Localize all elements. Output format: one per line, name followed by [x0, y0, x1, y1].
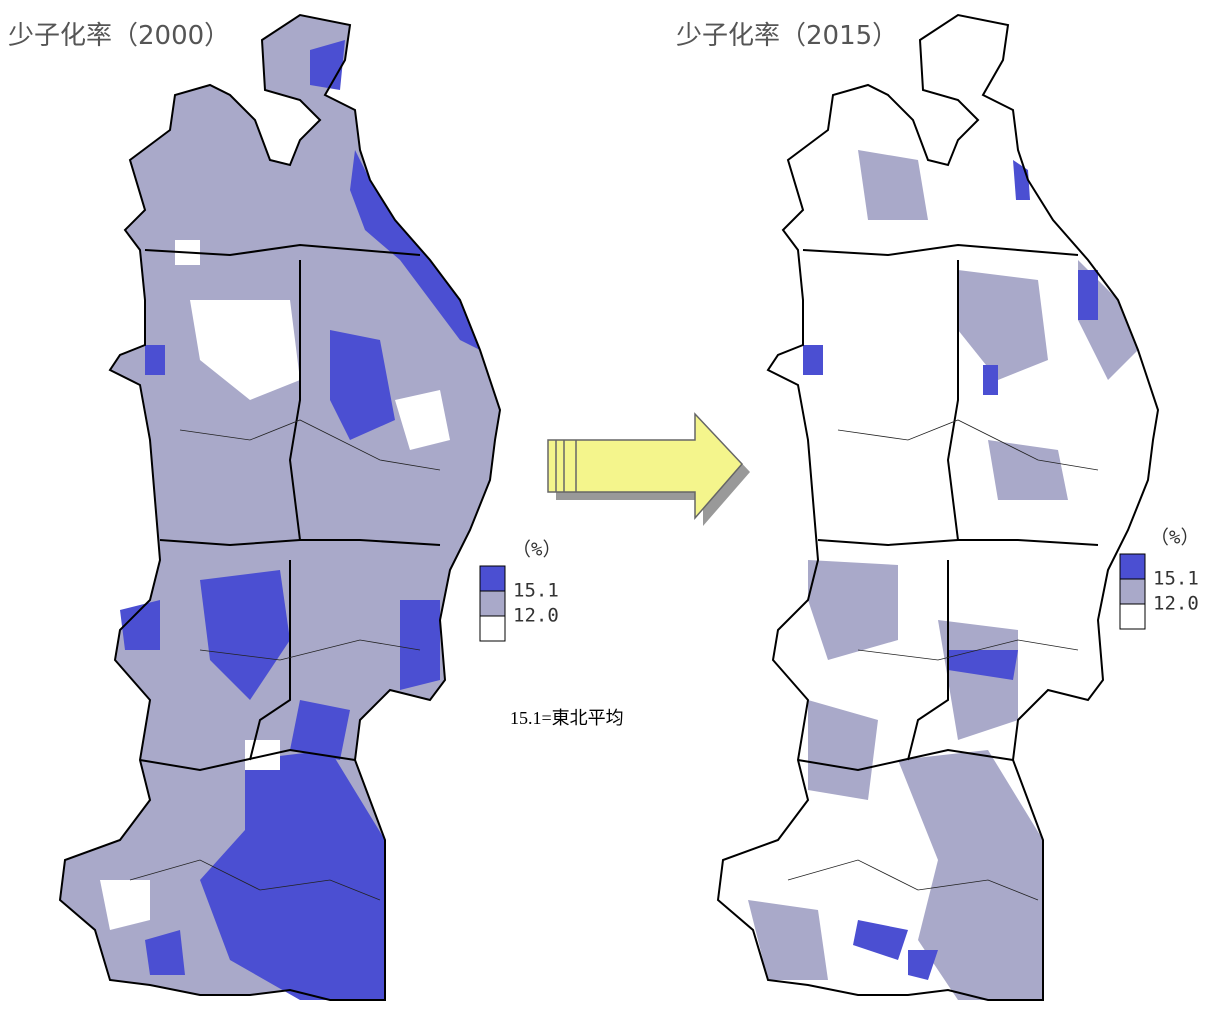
map-2015: [717, 14, 1159, 1001]
legend: （%） 15.1 12.0: [479, 539, 561, 642]
arrow: [547, 412, 750, 526]
note: 15.1=東北平均: [510, 708, 624, 728]
pref-border: [144, 243, 421, 257]
pref-border: [288, 260, 301, 541]
legend-unit: （%）: [512, 539, 561, 561]
legend-label: 12.0: [513, 605, 559, 627]
area-line: [199, 639, 421, 661]
pref-border: [907, 560, 949, 761]
area-line: [857, 639, 1079, 661]
map-title: 少子化率（2015）: [676, 21, 898, 51]
pref-border: [817, 539, 1099, 547]
legend-label: 15.1: [1153, 568, 1199, 590]
legend: （%） 15.1 12.0: [1119, 527, 1199, 630]
map-title: 少子化率（2000）: [8, 21, 230, 51]
area-line: [129, 859, 381, 901]
pref-border: [946, 260, 959, 541]
area-line: [837, 419, 1099, 471]
legend-unit: （%）: [1150, 527, 1199, 549]
legend-label: 12.0: [1153, 593, 1199, 615]
pref-border: [802, 243, 1079, 257]
area-line: [787, 859, 1039, 901]
map-2000: [59, 14, 501, 1001]
legend-label: 15.1: [513, 580, 559, 602]
pref-border: [159, 539, 441, 547]
pref-border: [139, 748, 356, 772]
pref-border: [249, 560, 291, 761]
pref-border: [797, 748, 1014, 772]
high-areas: [803, 160, 1098, 980]
area-line: [179, 419, 441, 471]
